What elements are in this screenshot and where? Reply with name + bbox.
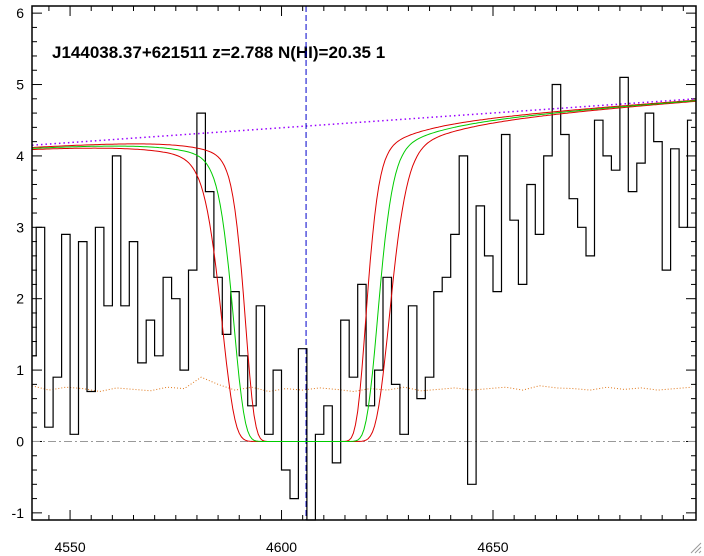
y-tick-label: 2 <box>16 291 24 307</box>
continuum-line <box>31 98 697 146</box>
resize-grip-icon[interactable] <box>690 542 702 554</box>
axis-ticks <box>32 6 696 520</box>
chart-title: J144038.37+621511 z=2.788 N(HI)=20.35 1 <box>52 43 385 62</box>
error-spectrum <box>31 376 692 393</box>
plot-frame <box>31 5 697 521</box>
y-tick-label: 1 <box>16 362 24 378</box>
flux-histogram <box>32 76 692 521</box>
error-line <box>31 376 692 393</box>
y-tick-label: 3 <box>16 219 24 235</box>
continuum-line <box>31 98 697 146</box>
y-tick-label: 0 <box>16 433 24 449</box>
voigt-model <box>31 99 697 442</box>
x-tick-label: 4600 <box>266 539 297 555</box>
model-lower-bound <box>31 99 697 442</box>
flux-spectrum <box>32 76 692 521</box>
y-tick-label: 5 <box>16 77 24 93</box>
y-tick-label: 4 <box>16 148 24 164</box>
tick-labels: 4550 4600 4650 -1 0 1 2 3 4 5 6 <box>12 5 509 555</box>
model-upper-bound <box>32 100 697 442</box>
x-tick-label: 4550 <box>54 539 85 555</box>
model-best-fit <box>31 100 697 442</box>
x-tick-label: 4650 <box>477 539 508 555</box>
y-tick-label: -1 <box>12 505 25 521</box>
y-tick-label: 6 <box>16 5 24 21</box>
